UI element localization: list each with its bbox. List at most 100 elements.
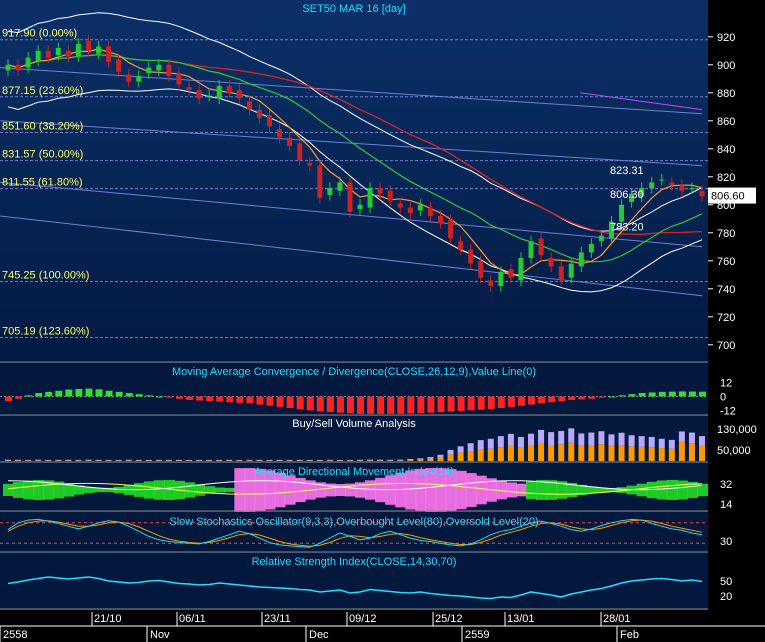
- volume-tick-label: 50,000: [717, 445, 751, 457]
- volume-buy-bar: [507, 433, 514, 446]
- volume-buy-bar: [226, 459, 233, 461]
- candle-body: [357, 204, 363, 209]
- volume-buy-bar: [35, 459, 42, 461]
- rsi-panel-bg: [0, 553, 708, 609]
- rsi-tick-label: 20: [720, 591, 732, 603]
- adx-area-segment: [656, 480, 668, 500]
- fib-level-label: 831.57 (50.00%): [2, 149, 83, 161]
- candle-body: [166, 64, 172, 76]
- volume-tick-label: 130,000: [717, 424, 757, 436]
- macd-bar: [15, 396, 23, 399]
- adx-area-segment: [93, 487, 105, 493]
- volume-buy-bar: [306, 459, 313, 461]
- candle-body: [146, 67, 152, 74]
- macd-bar: [65, 389, 73, 397]
- annotation-mid: 806.30: [610, 189, 644, 201]
- adx-area-segment: [395, 472, 407, 508]
- adx-area-segment: [536, 480, 548, 500]
- candle-body: [639, 188, 645, 197]
- x-date-label: 25/12: [435, 613, 463, 625]
- macd-bar: [306, 396, 314, 411]
- adx-area-segment: [254, 468, 266, 512]
- volume-sell-bar: [648, 447, 655, 461]
- adx-area-segment: [566, 482, 578, 498]
- macd-bar: [487, 396, 495, 410]
- volume-buy-bar: [427, 457, 434, 459]
- volume-sell-bar: [467, 451, 474, 461]
- candle-body: [608, 221, 614, 239]
- candle-body: [75, 43, 81, 57]
- macd-bar: [175, 396, 183, 399]
- macd-bar: [497, 396, 505, 409]
- adx-area-segment: [686, 481, 698, 499]
- volume-sell-bar: [608, 445, 615, 461]
- x-period-label: Nov: [150, 629, 170, 641]
- volume-sell-bar: [447, 454, 454, 461]
- candle-body: [417, 204, 423, 211]
- volume-sell-bar: [427, 458, 434, 461]
- macd-tick-label: 12: [720, 378, 732, 390]
- candle-body: [578, 252, 584, 267]
- volume-buy-bar: [528, 433, 535, 446]
- price-tick-label: 760: [717, 256, 735, 268]
- candle-body: [206, 95, 212, 97]
- volume-sell-bar: [507, 445, 514, 461]
- volume-sell-bar: [668, 448, 675, 461]
- macd-bar: [336, 396, 344, 413]
- volume-buy-bar: [467, 443, 474, 451]
- volume-sell-bar: [699, 445, 705, 461]
- adx-area-segment: [425, 468, 437, 512]
- candle-body: [116, 59, 122, 72]
- adx-area-segment: [53, 481, 65, 499]
- candle-body: [407, 207, 413, 214]
- volume-sell-bar: [638, 446, 645, 461]
- volume-buy-bar: [296, 459, 303, 461]
- annotation-low: 783.20: [610, 221, 644, 233]
- adx-area-segment: [43, 480, 55, 500]
- candle-body: [659, 179, 665, 181]
- volume-buy-bar: [85, 459, 92, 461]
- candle-body: [256, 109, 262, 118]
- macd-bar: [216, 396, 224, 402]
- right-axis-bg: [708, 0, 765, 612]
- adx-area-segment: [23, 480, 35, 500]
- volume-buy-bar: [216, 459, 223, 461]
- adx-area-segment: [184, 482, 196, 498]
- volume-buy-bar: [95, 459, 102, 461]
- trend-line: [0, 67, 703, 115]
- adx-area-segment: [3, 484, 14, 496]
- candle-body: [427, 207, 433, 216]
- candle-body: [437, 216, 443, 223]
- macd-bar: [296, 396, 304, 410]
- adx-area-segment: [556, 481, 568, 499]
- volume-sell-bar: [417, 459, 424, 461]
- macd-bar: [658, 391, 666, 397]
- adx-area-segment: [646, 481, 658, 499]
- volume-buy-bar: [638, 436, 645, 447]
- macd-bar: [668, 391, 676, 397]
- fib-level-label: 811.55 (61.80%): [2, 177, 83, 189]
- adx-area-segment: [344, 483, 356, 497]
- volume-buy-bar: [417, 458, 424, 460]
- candle-body: [387, 190, 393, 201]
- price-tick-label: 900: [717, 60, 735, 72]
- adx-area-segment: [244, 468, 256, 512]
- macd-bar: [35, 393, 43, 397]
- volume-sell-bar: [528, 445, 535, 461]
- rsi-tick-label: 50: [720, 576, 732, 588]
- adx-area-segment: [113, 486, 125, 494]
- volume-buy-bar: [668, 439, 675, 449]
- volume-sell-bar: [558, 444, 565, 461]
- volume-buy-bar: [699, 436, 705, 446]
- price-tick-label: 860: [717, 116, 735, 128]
- volume-buy-bar: [25, 459, 32, 461]
- adx-area-segment: [526, 480, 538, 500]
- candle-body: [317, 165, 323, 198]
- volume-buy-bar: [517, 437, 524, 448]
- candle-body: [518, 258, 524, 281]
- macd-bar: [407, 396, 415, 414]
- volume-buy-bar: [628, 435, 635, 447]
- volume-buy-bar: [55, 459, 62, 461]
- trend-line: [579, 92, 703, 111]
